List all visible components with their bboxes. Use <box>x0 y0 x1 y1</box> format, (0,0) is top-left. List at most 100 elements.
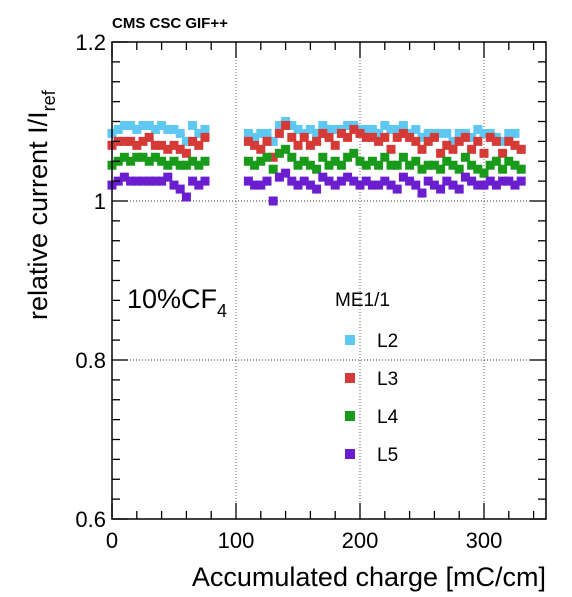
point-L4-40 <box>392 160 402 170</box>
point-L2-6 <box>144 120 154 130</box>
point-L3-21 <box>274 128 284 138</box>
point-L5-7 <box>150 176 160 186</box>
point-L4-35 <box>361 160 371 170</box>
point-L4-33 <box>349 148 359 158</box>
point-L3-53 <box>473 136 483 146</box>
point-L5-39 <box>386 180 396 190</box>
point-L2-49 <box>448 136 458 146</box>
y-tick-label-0: 0.6 <box>75 507 106 532</box>
point-L3-40 <box>392 132 402 142</box>
point-L4-30 <box>330 156 340 166</box>
y-tick-label-2: 1 <box>94 189 106 214</box>
point-L2-28 <box>318 120 328 130</box>
y-tick-label-3: 1.2 <box>75 30 106 55</box>
point-L2-21 <box>274 120 284 130</box>
point-L5-58 <box>504 176 514 186</box>
point-L3-20 <box>268 152 278 162</box>
point-L3-43 <box>411 136 421 146</box>
point-L2-3 <box>126 120 136 130</box>
gas-annotation: 10%CF4 <box>127 284 227 321</box>
point-L2-20 <box>268 136 278 146</box>
point-L4-56 <box>491 156 501 166</box>
point-L4-47 <box>436 164 446 174</box>
point-L4-34 <box>355 156 365 166</box>
point-L5-20 <box>268 196 278 206</box>
point-L3-17 <box>250 140 260 150</box>
point-L5-13 <box>188 176 198 186</box>
point-L2-30 <box>330 124 340 134</box>
point-L5-31 <box>336 176 346 186</box>
point-L2-59 <box>510 128 520 138</box>
point-L5-27 <box>312 184 322 194</box>
point-L3-31 <box>336 128 346 138</box>
point-L2-26 <box>305 124 315 134</box>
point-L2-32 <box>343 120 353 130</box>
point-L4-44 <box>417 164 427 174</box>
point-L5-28 <box>318 172 328 182</box>
point-L2-19 <box>262 128 272 138</box>
point-L4-38 <box>380 152 390 162</box>
point-L5-32 <box>343 172 353 182</box>
point-L4-59 <box>510 160 520 170</box>
point-L5-60 <box>516 176 526 186</box>
axis-ticks: 0 100 200 300 0.6 0.8 1 1.2 <box>75 30 546 553</box>
gas-text: 10%CF <box>127 284 217 314</box>
point-L5-50 <box>454 184 464 194</box>
point-L2-9 <box>163 124 173 134</box>
point-L4-39 <box>386 160 396 170</box>
point-L2-58 <box>504 128 514 138</box>
point-L4-31 <box>336 160 346 170</box>
point-L2-39 <box>386 124 396 134</box>
point-L3-32 <box>343 132 353 142</box>
point-L4-7 <box>150 152 160 162</box>
point-L2-18 <box>256 128 266 138</box>
point-L5-29 <box>324 176 334 186</box>
point-L4-11 <box>175 160 185 170</box>
point-L4-49 <box>448 160 458 170</box>
point-L2-52 <box>467 132 477 142</box>
point-L2-16 <box>243 128 253 138</box>
point-L4-58 <box>504 156 514 166</box>
point-L3-56 <box>491 136 501 146</box>
point-L4-29 <box>324 160 334 170</box>
point-L5-24 <box>293 180 303 190</box>
point-L2-29 <box>324 124 334 134</box>
point-L4-27 <box>312 164 322 174</box>
point-L5-47 <box>436 184 446 194</box>
x-axis-label: Accumulated charge [mC/cm] <box>192 562 546 592</box>
point-L5-21 <box>274 172 284 182</box>
point-L5-56 <box>491 180 501 190</box>
point-L5-11 <box>175 184 185 194</box>
point-L5-34 <box>355 180 365 190</box>
x-tick-label-3: 300 <box>466 528 503 553</box>
point-L5-45 <box>423 176 433 186</box>
point-L3-4 <box>132 140 142 150</box>
point-L4-22 <box>281 144 291 154</box>
point-L2-50 <box>454 128 464 138</box>
series-L5 <box>107 168 526 206</box>
point-L5-53 <box>473 180 483 190</box>
point-L3-41 <box>398 128 408 138</box>
point-L3-58 <box>504 136 514 146</box>
legend-label-L3: L3 <box>377 369 398 390</box>
point-L2-45 <box>423 128 433 138</box>
point-L5-10 <box>169 180 179 190</box>
y-axis-label-main: relative current I/I <box>23 111 53 320</box>
point-L5-54 <box>479 180 489 190</box>
point-L3-24 <box>293 140 303 150</box>
point-L4-53 <box>473 164 483 174</box>
point-L5-16 <box>243 176 253 186</box>
point-L4-36 <box>367 156 377 166</box>
point-L3-8 <box>157 140 167 150</box>
point-L3-52 <box>467 144 477 154</box>
point-L3-12 <box>181 148 191 158</box>
point-L5-51 <box>460 172 470 182</box>
point-L2-11 <box>175 128 185 138</box>
point-L4-41 <box>398 152 408 162</box>
point-L3-26 <box>305 140 315 150</box>
point-L2-41 <box>398 120 408 130</box>
point-L3-18 <box>256 144 266 154</box>
point-L4-17 <box>250 160 260 170</box>
point-L5-23 <box>287 176 297 186</box>
